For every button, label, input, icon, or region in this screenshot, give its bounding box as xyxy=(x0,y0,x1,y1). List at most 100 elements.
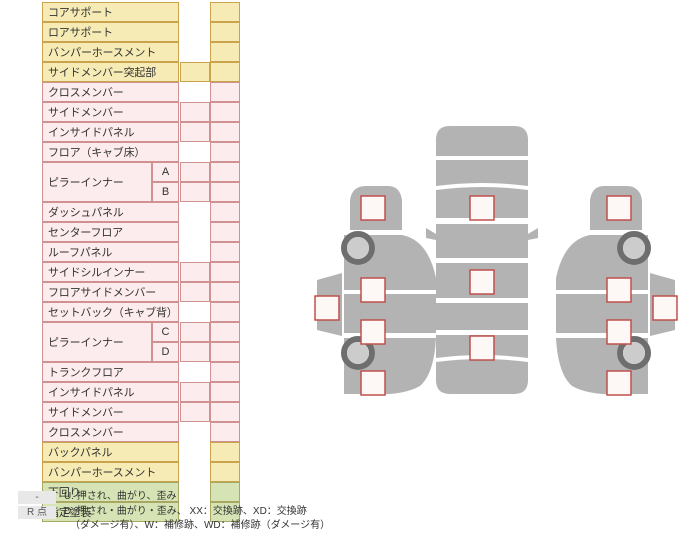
panel-name-cell: クロスメンバー xyxy=(42,422,179,442)
legend-key-dash: - xyxy=(18,491,56,504)
left-side-view xyxy=(314,186,436,396)
damage-marker xyxy=(606,370,632,396)
damage-marker xyxy=(606,319,632,345)
panel-value-cell[interactable] xyxy=(210,402,240,422)
panel-name-cell: トランクフロア xyxy=(42,362,179,382)
panel-value-cell[interactable] xyxy=(210,502,240,522)
panel-value-cell[interactable] xyxy=(210,262,240,282)
panel-value-cell[interactable] xyxy=(180,322,210,342)
top-trunk-band xyxy=(436,303,528,330)
damage-marker xyxy=(469,195,495,221)
panel-value-cell[interactable] xyxy=(210,2,240,22)
panel-name-cell: バンパーホースメント xyxy=(42,42,179,62)
panel-value-cell[interactable] xyxy=(210,82,240,102)
panel-name-cell: インサイドパネル xyxy=(42,122,179,142)
panel-name-cell: フロア（キャブ床） xyxy=(42,142,179,162)
panel-sub-cell: C xyxy=(152,322,179,342)
panel-name-cell: インサイドパネル xyxy=(42,382,179,402)
panel-value-cell[interactable] xyxy=(180,122,210,142)
damage-marker xyxy=(652,295,678,321)
top-front-bumper xyxy=(436,126,528,156)
top-hood xyxy=(436,160,528,186)
panel-name-cell: サイドメンバー xyxy=(42,102,179,122)
panel-value-cell[interactable] xyxy=(210,242,240,262)
panel-value-cell[interactable] xyxy=(180,182,210,202)
panel-sub-cell: D xyxy=(152,342,179,362)
panel-value-cell[interactable] xyxy=(210,282,240,302)
panel-value-cell[interactable] xyxy=(210,342,240,362)
right-front-wheel xyxy=(617,231,651,265)
panel-name-cell: サイドシルインナー xyxy=(42,262,179,282)
damage-marker xyxy=(314,295,340,321)
damage-marker xyxy=(606,195,632,221)
panel-name-cell: ピラーインナー xyxy=(42,162,152,202)
panel-name-cell: ピラーインナー xyxy=(42,322,152,362)
damage-marker xyxy=(469,269,495,295)
top-roof xyxy=(426,224,538,258)
damage-marker xyxy=(360,195,386,221)
damage-marker xyxy=(469,335,495,361)
panel-name-cell: ロアサポート xyxy=(42,22,179,42)
panel-name-cell: ルーフパネル xyxy=(42,242,179,262)
panel-name-cell: 下回り xyxy=(42,482,179,502)
panel-value-cell[interactable] xyxy=(180,342,210,362)
panel-name-cell: センターフロア xyxy=(42,222,179,242)
panel-value-cell[interactable] xyxy=(210,222,240,242)
panel-name-cell: 指定塗装 xyxy=(42,502,179,522)
panel-name-cell: ダッシュパネル xyxy=(42,202,179,222)
legend-line: D: 押され・曲がり・歪み、 XX：交換跡、XD：交換跡 xyxy=(64,506,307,517)
panel-value-cell[interactable] xyxy=(180,402,210,422)
panel-value-cell[interactable] xyxy=(210,422,240,442)
panel-value-cell[interactable] xyxy=(210,182,240,202)
right-mid-body xyxy=(556,294,648,333)
panel-value-cell[interactable] xyxy=(180,282,210,302)
panel-value-cell[interactable] xyxy=(210,42,240,62)
panel-value-cell[interactable] xyxy=(180,102,210,122)
left-mid-body xyxy=(344,294,436,333)
panel-value-cell[interactable] xyxy=(180,62,210,82)
panel-value-cell[interactable] xyxy=(180,162,210,182)
panel-value-cell[interactable] xyxy=(210,22,240,42)
panel-sub-cell: A xyxy=(152,162,179,182)
damage-marker xyxy=(360,370,386,396)
legend-text: U: 押され、曲がり、歪み xyxy=(64,490,418,504)
legend-line: （ダメージ有）、W：補修跡、WD：補修跡（ダメージ有） xyxy=(70,520,331,531)
damage-marker xyxy=(360,319,386,345)
panel-value-cell[interactable] xyxy=(210,442,240,462)
panel-value-cell[interactable] xyxy=(210,202,240,222)
legend-text: D: 押され・曲がり・歪み、 XX：交換跡、XD：交換跡 （ダメージ有）、W：補… xyxy=(64,505,418,533)
panel-name-cell: コアサポート xyxy=(42,2,179,22)
legend-key-rpoint: R 点 xyxy=(18,506,56,519)
left-front-wheel xyxy=(341,231,375,265)
damage-marker xyxy=(606,277,632,303)
panel-value-cell[interactable] xyxy=(210,482,240,502)
panel-value-cell[interactable] xyxy=(180,262,210,282)
panel-name-cell: クロスメンバー xyxy=(42,82,179,102)
panel-name-cell: サイドメンバー xyxy=(42,402,179,422)
panel-sub-cell: B xyxy=(152,182,179,202)
legend-row: R 点 D: 押され・曲がり・歪み、 XX：交換跡、XD：交換跡 （ダメージ有）… xyxy=(18,505,418,533)
panel-value-cell[interactable] xyxy=(210,382,240,402)
top-view xyxy=(426,126,538,394)
panel-value-cell[interactable] xyxy=(180,382,210,402)
panel-value-cell[interactable] xyxy=(210,142,240,162)
panel-value-cell[interactable] xyxy=(210,322,240,342)
panel-name-cell: バックパネル xyxy=(42,442,179,462)
panel-value-cell[interactable] xyxy=(210,162,240,182)
panel-value-cell[interactable] xyxy=(210,302,240,322)
panel-value-cell[interactable] xyxy=(210,462,240,482)
right-side-view xyxy=(556,186,678,396)
panel-value-cell[interactable] xyxy=(210,102,240,122)
panel-name-cell: バンパーホースメント xyxy=(42,462,179,482)
top-rear-bumper xyxy=(436,359,528,394)
damage-marker xyxy=(360,277,386,303)
panel-value-cell[interactable] xyxy=(210,122,240,142)
panel-value-cell[interactable] xyxy=(210,362,240,382)
panel-value-cell[interactable] xyxy=(210,62,240,82)
legend-row: - U: 押され、曲がり、歪み xyxy=(18,490,418,504)
vehicle-body-diagram xyxy=(300,118,692,418)
legend: - U: 押され、曲がり、歪み R 点 D: 押され・曲がり・歪み、 XX：交換… xyxy=(18,490,418,534)
left-rear-wheel xyxy=(341,336,375,370)
panel-name-cell: セットバック（キャブ背） xyxy=(42,302,179,322)
